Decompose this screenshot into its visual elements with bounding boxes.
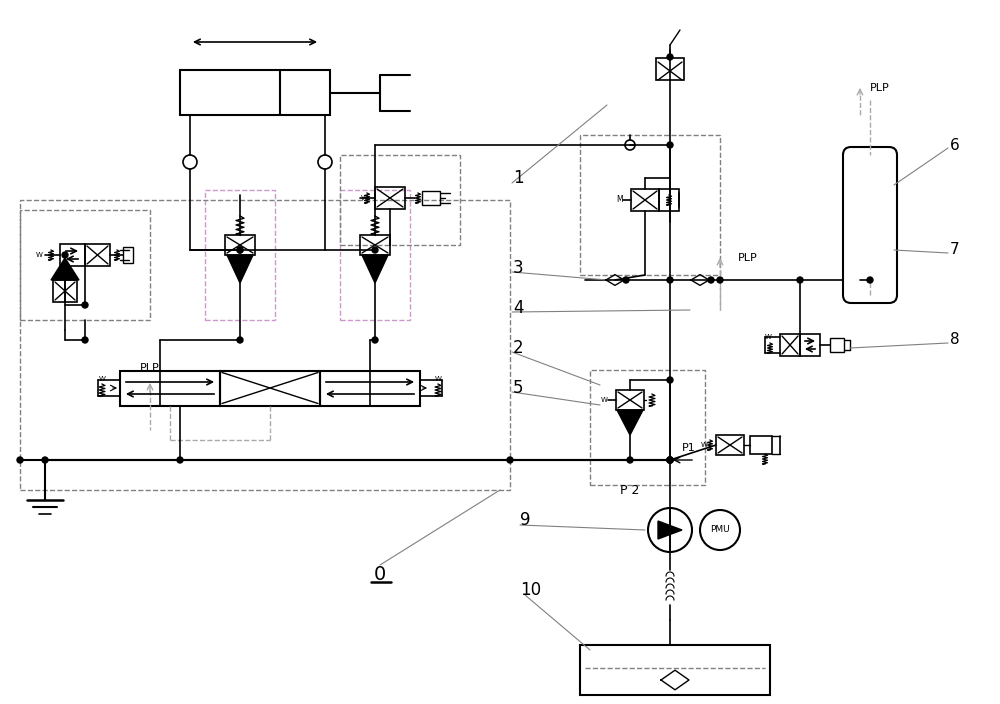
Text: 1: 1	[513, 169, 524, 187]
Bar	[120, 370, 220, 406]
Text: 3: 3	[513, 259, 524, 277]
Circle shape	[237, 337, 243, 343]
Circle shape	[667, 457, 673, 463]
Bar	[750, 436, 772, 454]
Bar	[631, 189, 659, 211]
Bar	[360, 235, 390, 255]
Bar	[225, 235, 255, 255]
Bar	[659, 189, 679, 211]
Bar	[20, 200, 510, 490]
Circle shape	[372, 337, 378, 343]
Bar	[716, 435, 744, 455]
Circle shape	[507, 457, 513, 463]
Text: 9: 9	[520, 511, 530, 529]
Bar	[340, 155, 460, 245]
Text: 5: 5	[513, 379, 524, 397]
Polygon shape	[227, 255, 253, 283]
Bar	[220, 370, 320, 406]
Text: 8: 8	[950, 332, 960, 348]
Circle shape	[82, 337, 88, 343]
Bar	[656, 58, 684, 80]
Circle shape	[667, 54, 673, 60]
Bar	[800, 334, 820, 356]
Bar	[422, 191, 440, 205]
Circle shape	[667, 457, 673, 463]
Bar	[180, 70, 330, 115]
Text: W: W	[435, 376, 441, 382]
Text: 0: 0	[374, 565, 386, 584]
Circle shape	[237, 247, 243, 253]
Text: 10: 10	[520, 581, 541, 599]
Circle shape	[237, 247, 243, 253]
Bar	[20, 210, 150, 320]
Text: W: W	[765, 334, 772, 340]
Circle shape	[372, 247, 378, 253]
Circle shape	[867, 277, 873, 283]
Bar	[590, 370, 705, 485]
Circle shape	[700, 510, 740, 550]
Circle shape	[623, 277, 629, 283]
Circle shape	[648, 508, 692, 552]
Circle shape	[627, 457, 633, 463]
Bar	[580, 645, 770, 695]
Text: M: M	[616, 196, 623, 204]
Text: W: W	[701, 442, 708, 448]
Circle shape	[42, 457, 48, 463]
Circle shape	[82, 302, 88, 308]
Bar	[375, 187, 405, 209]
Polygon shape	[362, 255, 388, 283]
Circle shape	[62, 252, 68, 258]
Bar	[616, 390, 644, 410]
Circle shape	[17, 457, 23, 463]
Circle shape	[624, 277, 629, 282]
Text: PLP: PLP	[738, 253, 758, 263]
Text: 4: 4	[513, 299, 524, 317]
Bar	[830, 338, 844, 352]
Polygon shape	[658, 521, 682, 539]
Text: PMU: PMU	[710, 525, 730, 534]
Text: 7: 7	[950, 242, 960, 258]
Text: PLP: PLP	[140, 363, 160, 373]
Bar	[320, 370, 420, 406]
Circle shape	[667, 457, 673, 463]
Circle shape	[667, 277, 673, 283]
Bar	[85, 244, 110, 266]
Text: W: W	[361, 195, 368, 201]
Bar	[780, 334, 800, 356]
Text: W: W	[99, 376, 105, 382]
FancyBboxPatch shape	[843, 147, 897, 303]
Text: W: W	[36, 252, 43, 258]
Bar	[205, 190, 275, 320]
Polygon shape	[51, 258, 79, 280]
Text: P 2: P 2	[620, 484, 640, 496]
Text: P1: P1	[682, 443, 696, 453]
Text: 6: 6	[950, 137, 960, 153]
Circle shape	[708, 277, 714, 282]
Circle shape	[797, 277, 803, 283]
Bar	[60, 244, 85, 266]
Bar	[580, 135, 720, 275]
Circle shape	[667, 457, 673, 463]
Circle shape	[667, 142, 673, 148]
Text: 2: 2	[513, 339, 524, 357]
Text: PLP: PLP	[870, 83, 890, 93]
Bar	[340, 190, 410, 320]
Bar	[123, 247, 133, 263]
Circle shape	[177, 457, 183, 463]
Polygon shape	[617, 410, 643, 435]
Circle shape	[667, 377, 673, 383]
Circle shape	[717, 277, 723, 283]
Bar	[53, 280, 77, 302]
Circle shape	[708, 277, 714, 283]
Text: W: W	[601, 397, 608, 403]
